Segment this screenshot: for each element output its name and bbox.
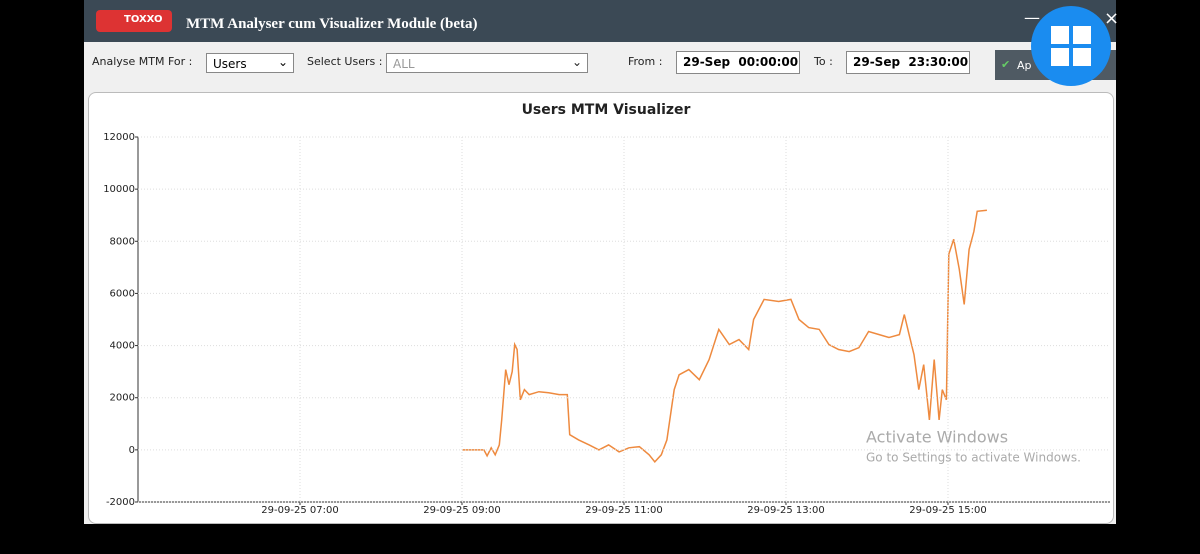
series-line [462,209,987,464]
logo-text: TOXXO [124,14,163,25]
watermark-title: Activate Windows [866,428,1008,447]
analyse-value: Users [213,57,247,71]
app-window: TOXXO MTM Analyser cum Visualizer Module… [84,0,1120,524]
analyse-label: Analyse MTM For : [92,55,193,68]
users-select[interactable]: ALL ⌄ [386,53,588,73]
to-value: 29-Sep 23:30:00 [853,55,969,69]
chart-title: Users MTM Visualizer [522,102,691,118]
title-bar [84,0,1116,42]
y-tick-label: 8000 [110,236,135,247]
users-label: Select Users : [307,55,383,68]
watermark-subtitle: Go to Settings to activate Windows. [866,451,1081,465]
users-value: ALL [393,57,415,71]
x-tick-label: 29-09-25 11:00 [585,505,662,516]
to-input[interactable]: 29-Sep 23:30:00 [846,51,970,74]
windows-logo [1031,6,1111,86]
analyse-select[interactable]: Users ⌄ [206,53,294,73]
y-tick-label: 2000 [110,393,135,404]
minimize[interactable]: — [1024,8,1040,27]
y-tick-label: 6000 [110,288,135,299]
x-tick-label: 29-09-25 13:00 [747,505,824,516]
x-tick-label: 29-09-25 07:00 [261,505,338,516]
from-label: From : [628,55,663,68]
y-tick-label: -2000 [106,497,135,508]
from-input[interactable]: 29-Sep 00:00:00 [676,51,800,74]
y-tick-label: 4000 [110,341,135,352]
y-tick-label: 10000 [103,184,135,195]
logo [96,10,172,32]
y-tick-label: 0 [129,445,135,456]
y-tick-label: 12000 [103,132,135,143]
x-tick-label: 29-09-25 15:00 [909,505,986,516]
x-tick-label: 29-09-25 09:00 [423,505,500,516]
window-title: MTM Analyser cum Visualizer Module (beta… [186,16,478,32]
from-value: 29-Sep 00:00:00 [683,55,799,69]
chart-panel [88,92,1114,524]
apply-text: Ap [1017,59,1032,72]
close[interactable]: × [1104,8,1120,29]
to-label: To : [814,55,833,68]
